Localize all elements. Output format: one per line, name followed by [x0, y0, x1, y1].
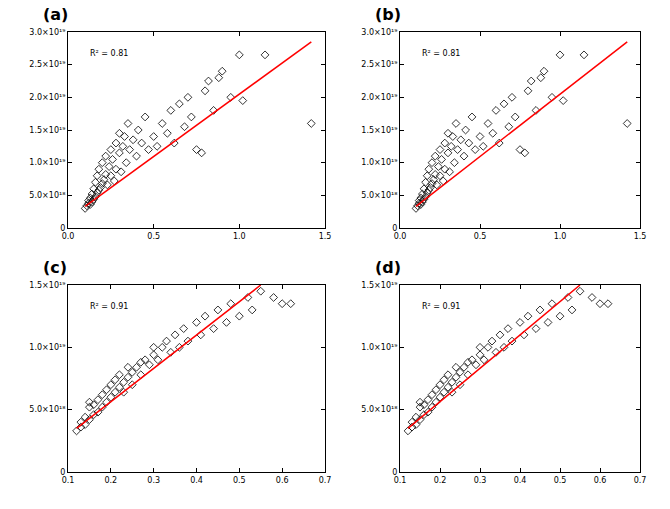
- svg-text:0.7: 0.7: [319, 476, 332, 485]
- svg-text:1.5: 1.5: [634, 232, 647, 241]
- svg-text:1.0: 1.0: [233, 232, 246, 241]
- svg-text:R² = 0.81: R² = 0.81: [422, 49, 460, 58]
- svg-text:(c): (c): [43, 258, 67, 277]
- svg-text:0.2: 0.2: [104, 476, 117, 485]
- svg-text:1.5×10¹⁹: 1.5×10¹⁹: [361, 126, 397, 135]
- svg-text:0.6: 0.6: [276, 476, 289, 485]
- svg-text:3.0×10¹⁹: 3.0×10¹⁹: [29, 28, 65, 37]
- svg-text:1.5: 1.5: [319, 232, 332, 241]
- svg-text:0.5: 0.5: [147, 232, 160, 241]
- svg-text:1.5×10¹⁹: 1.5×10¹⁹: [29, 281, 65, 290]
- svg-text:0: 0: [60, 224, 65, 233]
- svg-text:5.0×10¹⁸: 5.0×10¹⁸: [29, 405, 65, 414]
- svg-text:1.0×10¹⁹: 1.0×10¹⁹: [361, 158, 397, 167]
- svg-text:0.5: 0.5: [233, 476, 246, 485]
- svg-text:(d): (d): [375, 258, 401, 277]
- svg-text:1.5×10¹⁹: 1.5×10¹⁹: [29, 126, 65, 135]
- svg-text:R² = 0.91: R² = 0.91: [422, 302, 460, 311]
- svg-text:2.5×10¹⁹: 2.5×10¹⁹: [29, 60, 65, 69]
- svg-text:5.0×10¹⁸: 5.0×10¹⁸: [29, 191, 65, 200]
- svg-text:3.0×10¹⁹: 3.0×10¹⁹: [361, 28, 397, 37]
- svg-text:0.2: 0.2: [434, 476, 447, 485]
- svg-text:0.0: 0.0: [394, 232, 407, 241]
- svg-text:0.5: 0.5: [554, 476, 567, 485]
- svg-text:0.4: 0.4: [190, 476, 203, 485]
- svg-text:1.5×10¹⁹: 1.5×10¹⁹: [361, 281, 397, 290]
- svg-text:0.1: 0.1: [62, 476, 75, 485]
- svg-text:1.0×10¹⁹: 1.0×10¹⁹: [361, 343, 397, 352]
- svg-text:2.5×10¹⁹: 2.5×10¹⁹: [361, 60, 397, 69]
- svg-text:R² = 0.91: R² = 0.91: [90, 302, 128, 311]
- svg-text:0.7: 0.7: [634, 476, 647, 485]
- svg-text:0: 0: [392, 468, 397, 477]
- svg-text:0.1: 0.1: [394, 476, 407, 485]
- svg-text:R² = 0.81: R² = 0.81: [90, 49, 128, 58]
- svg-text:0.6: 0.6: [594, 476, 607, 485]
- svg-text:0.4: 0.4: [514, 476, 527, 485]
- svg-text:0: 0: [60, 468, 65, 477]
- svg-text:0.3: 0.3: [474, 476, 487, 485]
- svg-text:5.0×10¹⁸: 5.0×10¹⁸: [361, 191, 397, 200]
- svg-text:(b): (b): [375, 5, 401, 24]
- svg-text:2.0×10¹⁹: 2.0×10¹⁹: [361, 93, 397, 102]
- svg-text:0.0: 0.0: [62, 232, 75, 241]
- svg-text:1.0×10¹⁹: 1.0×10¹⁹: [29, 158, 65, 167]
- svg-text:1.0×10¹⁹: 1.0×10¹⁹: [29, 343, 65, 352]
- svg-text:1.0: 1.0: [554, 232, 567, 241]
- svg-text:5.0×10¹⁸: 5.0×10¹⁸: [361, 405, 397, 414]
- svg-text:0.5: 0.5: [474, 232, 487, 241]
- svg-text:2.0×10¹⁹: 2.0×10¹⁹: [29, 93, 65, 102]
- svg-text:(a): (a): [43, 5, 68, 24]
- svg-text:0: 0: [392, 224, 397, 233]
- svg-text:0.3: 0.3: [147, 476, 160, 485]
